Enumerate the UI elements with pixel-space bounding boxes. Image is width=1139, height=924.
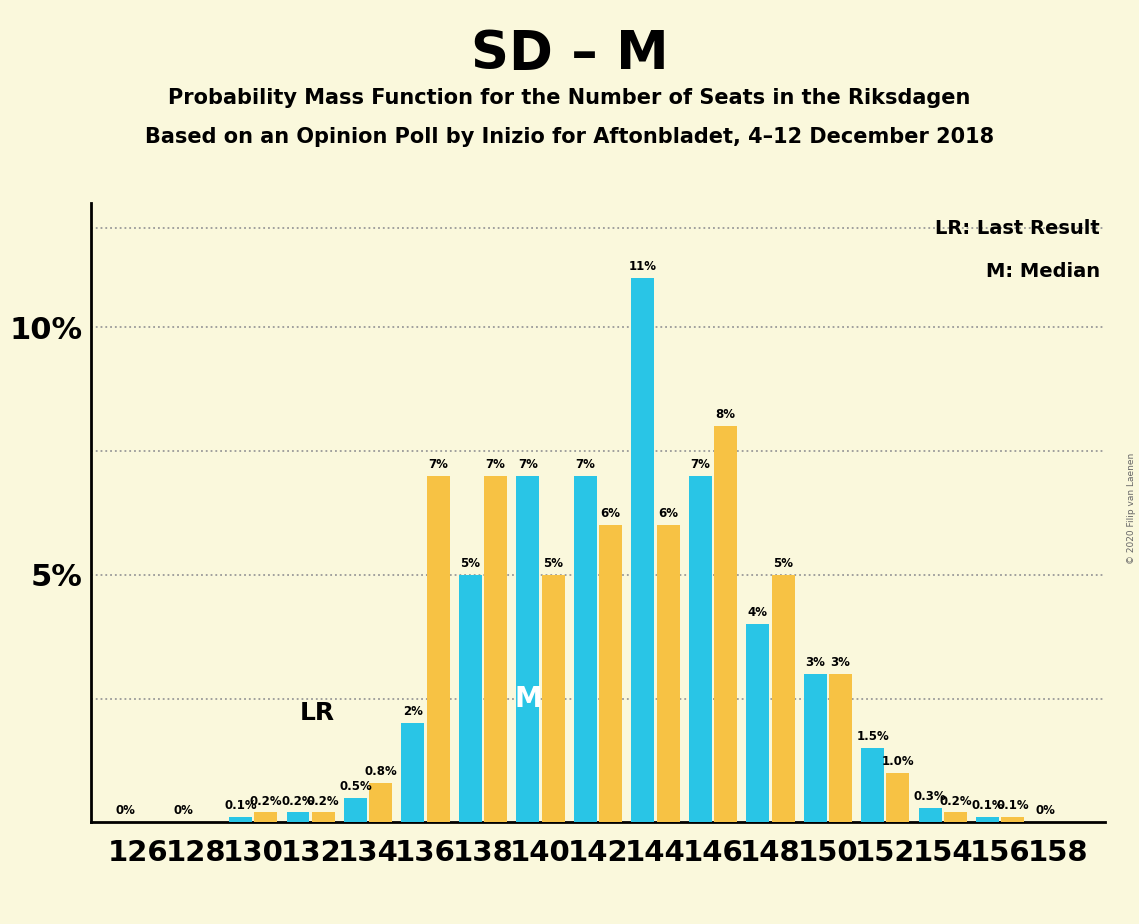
Bar [254,812,277,822]
Text: 7%: 7% [485,457,506,470]
Text: 7%: 7% [690,457,711,470]
Bar [804,674,827,822]
Text: © 2020 Filip van Laenen: © 2020 Filip van Laenen [1126,453,1136,564]
Text: 0.3%: 0.3% [913,789,947,803]
Bar [401,723,425,822]
Text: 0.2%: 0.2% [939,795,972,808]
Text: 0.2%: 0.2% [281,795,314,808]
Bar [369,783,392,822]
Text: SD – M: SD – M [470,28,669,79]
Text: 0.2%: 0.2% [308,795,339,808]
Text: 0.1%: 0.1% [224,799,257,812]
Text: 7%: 7% [428,457,448,470]
Bar [574,476,597,822]
Bar [771,575,795,822]
Text: 5%: 5% [773,557,793,570]
Text: 0%: 0% [116,805,136,818]
Bar [287,812,310,822]
Text: 0%: 0% [1035,805,1055,818]
Bar [599,525,622,822]
Bar [656,525,680,822]
Text: 0.5%: 0.5% [339,780,371,793]
Text: LR: Last Result: LR: Last Result [935,219,1100,237]
Bar [976,818,999,822]
Text: 7%: 7% [575,457,596,470]
Bar [459,575,482,822]
Bar [229,818,252,822]
Text: 2%: 2% [403,705,423,718]
Bar [312,812,335,822]
Text: 3%: 3% [805,656,825,669]
Bar [631,277,654,822]
Bar [861,748,884,822]
Bar [919,808,942,822]
Text: 7%: 7% [518,457,538,470]
Bar [746,625,769,822]
Bar [344,797,367,822]
Text: Probability Mass Function for the Number of Seats in the Riksdagen: Probability Mass Function for the Number… [169,88,970,108]
Bar [516,476,540,822]
Bar [886,772,909,822]
Text: 0.1%: 0.1% [997,799,1030,812]
Text: Based on an Opinion Poll by Inizio for Aftonbladet, 4–12 December 2018: Based on an Opinion Poll by Inizio for A… [145,127,994,147]
Bar [944,812,967,822]
Text: 3%: 3% [830,656,851,669]
Text: 8%: 8% [715,408,736,421]
Bar [1001,818,1024,822]
Bar [542,575,565,822]
Text: LR: LR [300,701,335,725]
Bar [689,476,712,822]
Text: 5%: 5% [460,557,481,570]
Bar [829,674,852,822]
Text: M: Median: M: Median [985,262,1100,281]
Bar [484,476,507,822]
Text: 6%: 6% [658,507,678,520]
Bar [427,476,450,822]
Text: 0.2%: 0.2% [249,795,282,808]
Text: 0%: 0% [173,805,192,818]
Text: 6%: 6% [600,507,621,520]
Text: 1.0%: 1.0% [882,755,915,768]
Text: 1.5%: 1.5% [857,730,890,743]
Bar [714,426,737,822]
Text: 5%: 5% [543,557,563,570]
Text: 0.8%: 0.8% [364,765,398,778]
Text: 0.1%: 0.1% [972,799,1003,812]
Text: M: M [514,685,542,712]
Text: 4%: 4% [747,606,768,619]
Text: 11%: 11% [629,260,657,273]
